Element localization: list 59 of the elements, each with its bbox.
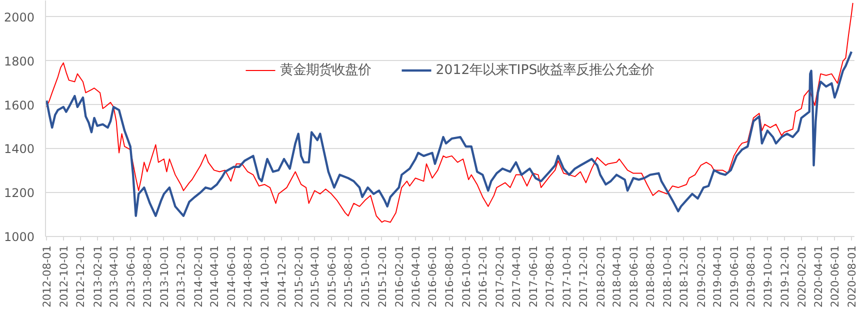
x-tick-label: 2012-12-01 bbox=[74, 245, 88, 308]
x-tick-label: 2017-10-01 bbox=[560, 245, 574, 308]
x-tick-label: 2020-08-01 bbox=[845, 245, 858, 308]
x-tick-label: 2018-02-01 bbox=[594, 245, 608, 308]
x-tick-label: 2016-10-01 bbox=[460, 245, 473, 308]
x-tick-label: 2015-02-01 bbox=[292, 245, 306, 308]
x-tick-label: 2017-04-01 bbox=[510, 245, 523, 308]
y-tick-label: 2000 bbox=[4, 10, 35, 24]
x-tick-label: 2012-08-01 bbox=[40, 245, 54, 308]
x-tick-label: 2018-12-01 bbox=[678, 245, 691, 308]
x-tick-label: 2013-12-01 bbox=[174, 245, 188, 308]
x-tick-label: 2016-06-01 bbox=[426, 245, 440, 308]
x-tick-label: 2020-04-01 bbox=[812, 245, 825, 308]
line-series bbox=[46, 50, 853, 217]
x-tick-label: 2015-06-01 bbox=[325, 245, 338, 308]
x-tick-label: 2020-02-01 bbox=[795, 245, 808, 308]
x-tick-label: 2014-02-01 bbox=[192, 245, 205, 308]
x-tick-label: 2014-06-01 bbox=[224, 245, 238, 308]
x-tick-label: 2013-06-01 bbox=[124, 245, 138, 308]
x-tick-label: 2013-08-01 bbox=[141, 245, 154, 308]
x-tick-label: 2014-10-01 bbox=[258, 245, 272, 308]
x-tick-label: 2019-02-01 bbox=[694, 245, 708, 308]
x-tick-label: 2015-08-01 bbox=[342, 245, 356, 308]
x-tick-label: 2019-04-01 bbox=[711, 245, 724, 308]
legend-label: 2012年以来TIPS收益率反推公允金价 bbox=[436, 62, 654, 79]
x-tick-label: 2015-04-01 bbox=[308, 245, 322, 308]
x-tick-label: 2015-12-01 bbox=[376, 245, 389, 308]
x-tick-label: 2014-12-01 bbox=[275, 245, 288, 308]
x-tick-label: 2018-10-01 bbox=[660, 245, 674, 308]
y-tick-label: 1000 bbox=[4, 230, 35, 244]
x-tick-label: 2019-12-01 bbox=[778, 245, 792, 308]
x-tick-label: 2019-08-01 bbox=[744, 245, 758, 308]
x-tick-label: 2012-10-01 bbox=[57, 245, 70, 308]
x-tick-label: 2019-10-01 bbox=[761, 245, 774, 308]
x-tick-label: 2016-04-01 bbox=[409, 245, 422, 308]
y-tick-label: 1200 bbox=[4, 186, 35, 200]
legend-label: 黄金期货收盘价 bbox=[280, 62, 371, 79]
x-tick-label: 2018-06-01 bbox=[627, 245, 640, 308]
x-tick-label: 2014-04-01 bbox=[208, 245, 222, 308]
x-tick-label: 2015-10-01 bbox=[359, 245, 372, 308]
x-tick-label: 2018-08-01 bbox=[644, 245, 658, 308]
x-tick-label: 2017-06-01 bbox=[526, 245, 540, 308]
y-tick-label: 1400 bbox=[4, 142, 35, 156]
x-tick-label: 2019-06-01 bbox=[728, 245, 741, 308]
x-tick-label: 2016-12-01 bbox=[476, 245, 490, 308]
x-tick-label: 2013-02-01 bbox=[91, 245, 104, 308]
y-tick-label: 1600 bbox=[4, 98, 35, 112]
x-tick-label: 2013-04-01 bbox=[108, 245, 121, 308]
line-series bbox=[46, 2, 854, 223]
y-tick-label: 1800 bbox=[4, 54, 35, 68]
x-tick-label: 2017-12-01 bbox=[577, 245, 590, 308]
x-tick-label: 2014-08-01 bbox=[242, 245, 255, 308]
x-tick-label: 2016-02-01 bbox=[392, 245, 406, 308]
x-tick-label: 2018-04-01 bbox=[610, 245, 624, 308]
x-tick-label: 2020-06-01 bbox=[828, 245, 842, 308]
x-tick-label: 2017-02-01 bbox=[494, 245, 507, 308]
x-tick-label: 2016-08-01 bbox=[443, 245, 456, 308]
x-tick-label: 2013-10-01 bbox=[158, 245, 171, 308]
x-tick-label: 2017-08-01 bbox=[544, 245, 557, 308]
